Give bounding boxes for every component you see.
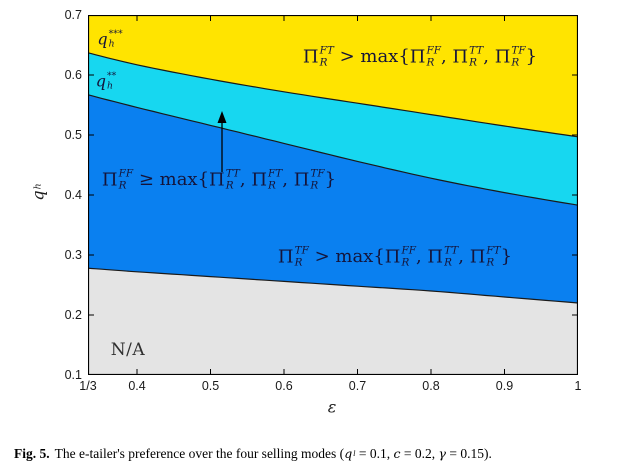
- math-symbol: Π TF R: [277, 244, 309, 268]
- caption-text: The e-tailer's preference over the four …: [55, 446, 492, 461]
- math-text: = 0.15).: [446, 446, 492, 461]
- math-text: ,: [458, 246, 470, 267]
- math-text: = 0.2,: [400, 446, 439, 461]
- math-text: ,: [415, 246, 428, 267]
- math-text: = 0.1,: [355, 446, 394, 461]
- plot-area: q *** h q ** h Π FT R > max{Π FF R, Π TT R, Π TF R} …: [88, 15, 578, 375]
- math-symbol: q ** h: [95, 70, 117, 92]
- math-symbol: Π FT R: [469, 244, 501, 268]
- boundary-label-qh-star2: q ** h: [95, 70, 117, 93]
- math-text: }: [525, 46, 538, 67]
- math-symbol: q l: [344, 446, 356, 461]
- math-symbol: Π FT R: [251, 167, 283, 191]
- math-text: }: [500, 246, 513, 267]
- math-symbol: Π TF R: [293, 167, 325, 191]
- boundary-label-qh-star3: q *** h: [97, 28, 123, 51]
- x-tick-label: 0.6: [275, 379, 293, 393]
- math-symbol: Π TF R: [494, 44, 526, 68]
- x-tick-label: 0.5: [201, 379, 220, 393]
- math-text: ,: [282, 169, 294, 190]
- math-text: The e-tailer's preference over the four …: [54, 446, 345, 461]
- x-tick-label: 0.8: [422, 379, 440, 393]
- math-symbol: Π FF R: [409, 44, 441, 68]
- region-ff-cyan: [88, 52, 578, 206]
- math-symbol: Π TT R: [427, 244, 459, 268]
- boundary-qh-star3: [88, 52, 578, 138]
- math-symbol: q *** h: [97, 28, 123, 50]
- x-tick-label: 1: [574, 379, 582, 393]
- figure-caption: Fig. 5. The e-tailer's preference over th…: [14, 446, 610, 462]
- boundary-na: [88, 267, 578, 304]
- math-symbol: Π TT R: [452, 44, 484, 68]
- math-text: }: [324, 169, 337, 190]
- plot-canvas: [88, 15, 578, 375]
- ff-region-arrow-head: [217, 111, 227, 123]
- region-tf-blue: [88, 94, 578, 303]
- math-text: N/A: [110, 340, 146, 360]
- y-tick-label: 0.4: [64, 188, 82, 202]
- math-text: ≥ max{: [133, 169, 210, 190]
- region-ft-yellow: [88, 15, 578, 137]
- math-text: ,: [483, 46, 495, 67]
- math-symbol: q h: [28, 183, 48, 201]
- math-text: ,: [440, 46, 453, 67]
- y-tick-label: 0.6: [64, 68, 82, 82]
- math-symbol: Π FF R: [384, 244, 416, 268]
- math-text: > max{: [333, 46, 410, 67]
- y-tick-label: 0.3: [64, 248, 82, 262]
- math-symbol: Π FT R: [302, 44, 334, 68]
- y-axis-label: q h: [29, 183, 48, 200]
- y-tick-label: 0.1: [64, 368, 82, 382]
- math-symbol: c: [393, 446, 401, 461]
- x-tick-label: 0.7: [348, 379, 367, 393]
- math-text: ,: [239, 169, 252, 190]
- math-symbol: Π FF R: [101, 167, 134, 191]
- x-tick-label: 1/3: [79, 379, 97, 393]
- math-symbol: Π TT R: [209, 167, 240, 191]
- caption-prefix: Fig. 5.: [14, 446, 50, 461]
- x-axis-label: ε: [327, 397, 337, 417]
- math-symbol: γ: [438, 446, 447, 461]
- region-label-ff: Π FF R ≥ max{Π TT R, Π FT R, Π TF R}: [102, 168, 336, 191]
- y-tick-label: 0.7: [64, 8, 82, 22]
- region-label-ft: Π FT R > max{Π FF R, Π TT R, Π TF R}: [303, 45, 537, 68]
- region-na-gray: [88, 268, 578, 375]
- boundary-qh-star2: [88, 94, 578, 206]
- y-tick-label: 0.5: [64, 128, 82, 142]
- math-text: > max{: [308, 246, 385, 267]
- y-tick-label: 0.2: [64, 308, 82, 322]
- region-label-tf: Π TF R > max{Π FF R, Π TT R, Π FT R}: [278, 245, 512, 268]
- x-tick-label: 0.9: [495, 379, 514, 393]
- x-tick-label: 0.4: [128, 379, 146, 393]
- region-label-na: N/A: [111, 340, 145, 360]
